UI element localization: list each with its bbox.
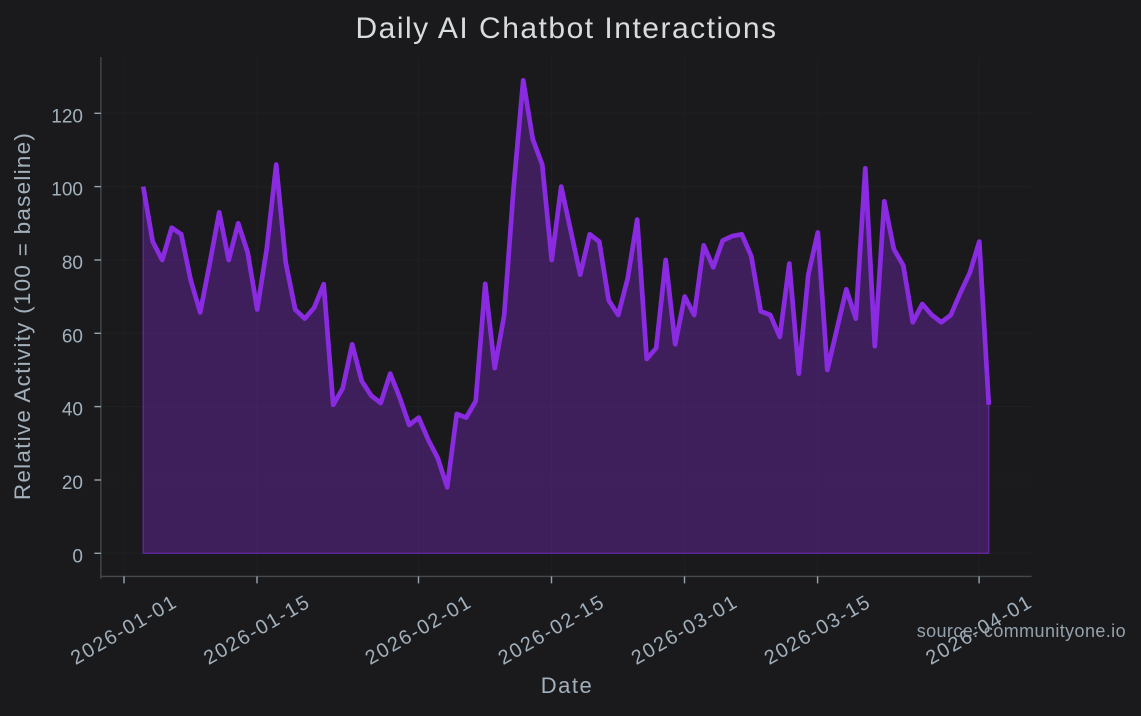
svg-text:Daily AI Chatbot Interactions: Daily AI Chatbot Interactions xyxy=(355,12,777,45)
svg-text:60: 60 xyxy=(62,326,83,347)
svg-text:80: 80 xyxy=(62,253,83,274)
svg-text:120: 120 xyxy=(51,106,83,127)
svg-text:Date: Date xyxy=(541,673,593,698)
svg-text:40: 40 xyxy=(62,400,83,421)
svg-text:Relative Activity (100 = basel: Relative Activity (100 = baseline) xyxy=(10,132,35,500)
svg-text:source: communityone.io: source: communityone.io xyxy=(917,621,1126,641)
svg-text:0: 0 xyxy=(72,546,83,567)
svg-text:20: 20 xyxy=(62,473,83,494)
svg-text:100: 100 xyxy=(51,180,83,201)
